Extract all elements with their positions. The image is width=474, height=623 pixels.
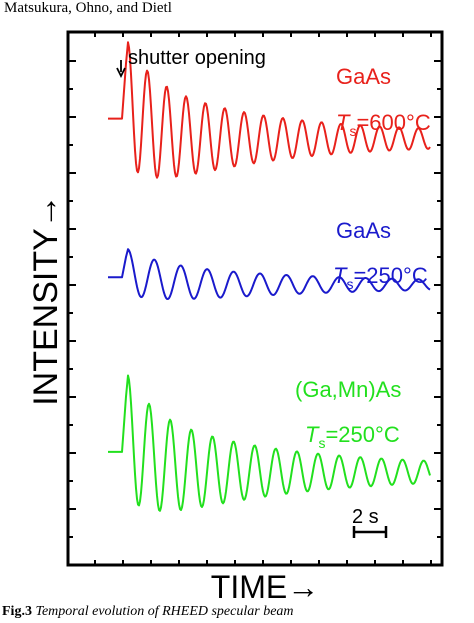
series-line-0 (108, 41, 431, 179)
caption-text: Temporal evolution of RHEED specular bea… (35, 604, 294, 619)
condition-symbol-1: T (333, 263, 348, 288)
shutter-arrow-icon (116, 60, 126, 79)
series-condition-0: Ts=600°C (336, 110, 431, 139)
axis-ticks (68, 32, 442, 565)
condition-sub-0: s (349, 123, 356, 139)
series-label-2: (Ga,Mn)As (295, 377, 401, 402)
series-line-2 (108, 374, 431, 512)
caption-label: Fig.3 (2, 604, 32, 619)
series-label-1: GaAs (336, 218, 391, 243)
page-header: Matsukura, Ohno, and Dietl (4, 0, 172, 16)
condition-value-1: =250 (353, 263, 403, 288)
condition-value-2: =250 (325, 422, 375, 447)
x-axis-label: TIME→ (211, 569, 319, 605)
series-condition-2: Ts=250°C (305, 422, 400, 451)
condition-unit-0: °C (406, 110, 431, 135)
condition-unit-1: °C (403, 263, 428, 288)
condition-sub-1: s (346, 276, 353, 292)
shutter-annotation: shutter opening (128, 47, 266, 69)
condition-symbol-2: T (305, 422, 320, 447)
figure-caption: Fig.3 Temporal evolution of RHEED specul… (2, 604, 472, 620)
scale-bar (352, 526, 388, 538)
series-layer (108, 41, 431, 512)
y-axis-label: INTENSITY→ (27, 194, 65, 406)
condition-value-0: =600 (356, 110, 406, 135)
series-condition-1: Ts=250°C (333, 263, 428, 292)
condition-symbol-0: T (336, 110, 351, 135)
series-line-1 (108, 248, 431, 300)
condition-unit-2: °C (375, 422, 400, 447)
plot-frame (66, 30, 444, 567)
condition-sub-2: s (318, 435, 325, 451)
scale-bar-label: 2 s (352, 506, 379, 528)
series-label-0: GaAs (336, 64, 391, 89)
